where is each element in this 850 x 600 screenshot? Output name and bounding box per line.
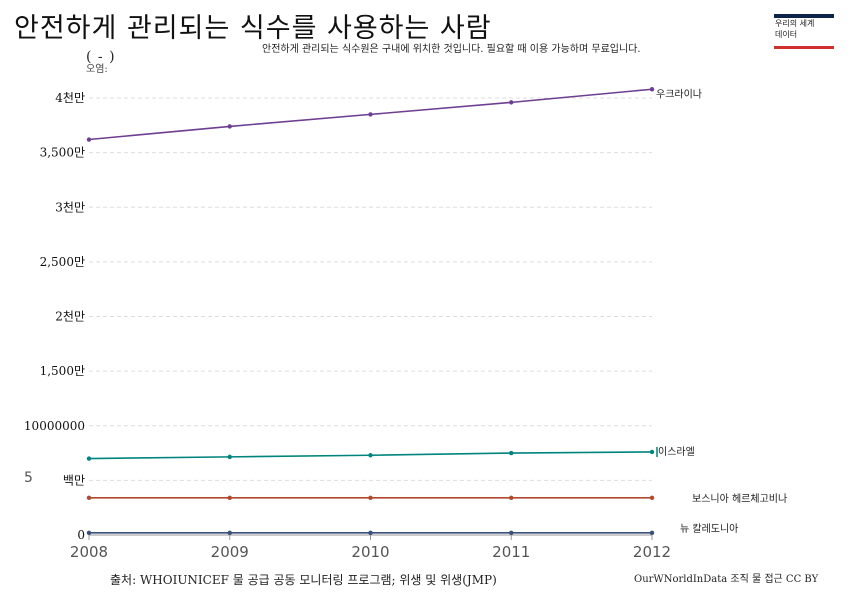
y-tick-label: 2,500만 — [40, 255, 85, 269]
obscured-text: ( - ) — [86, 49, 116, 65]
y-tick-label: 0 — [77, 528, 85, 542]
data-point — [86, 495, 92, 501]
x-axis-ticks: 2008 2009 2010 2011 2012 — [70, 535, 671, 561]
y-tick-label: 백만 — [63, 473, 85, 487]
license-link[interactable]: OurWNorldInData 조직 물 접근 CC BY — [634, 574, 819, 585]
x-tick-label: 2009 — [211, 543, 249, 561]
x-tick-label: 2012 — [633, 543, 671, 561]
data-point — [227, 454, 232, 460]
y-tick-label: 2천만 — [55, 309, 85, 324]
source-note: 출처: WHOIUNICEF 물 공급 공동 모니터링 프로그램; 위생 및 위… — [110, 573, 497, 587]
data-point — [227, 495, 232, 501]
data-point — [86, 456, 92, 461]
x-tick-label: 2010 — [351, 543, 389, 561]
series-label: 이스라엘 — [658, 445, 695, 458]
series-label: 우크라이나 — [656, 88, 702, 100]
data-point — [227, 124, 232, 129]
data-point — [227, 530, 232, 536]
data-point — [509, 100, 514, 105]
data-point — [509, 450, 514, 456]
chart-title: 안전하게 관리되는 식수를 사용하는 사람 — [14, 13, 492, 44]
data-point — [649, 449, 655, 455]
y-unit-label: 오염: — [86, 64, 108, 75]
stray-axis-text: 5 — [24, 470, 33, 486]
y-tick-label: 4천만 — [55, 90, 85, 105]
series-lines — [86, 87, 655, 536]
data-point — [649, 87, 655, 92]
y-tick-label: 3,500만 — [40, 146, 85, 160]
logo-line-2: 데이터 — [775, 30, 798, 39]
y-tick-label: 3천만 — [55, 199, 85, 214]
y-tick-label: 1,500만 — [40, 364, 85, 378]
series-label: 뉴 칼레도니아 — [680, 522, 738, 535]
data-point — [368, 530, 373, 536]
chart-subtitle: 안전하게 관리되는 식수원은 구내에 위치한 것입니다. 필요할 때 이용 가능… — [262, 44, 641, 55]
our-world-in-data-logo[interactable]: 우리의 세계 데이터 — [774, 14, 834, 49]
grid-lines — [89, 97, 652, 536]
y-axis-ticks: 0 백만 10000000 1,500만 2천만 2,500만 3천만 3,500만 4천만 — [24, 90, 85, 542]
data-point — [368, 112, 373, 117]
data-point — [649, 530, 655, 536]
data-point — [649, 495, 655, 501]
data-point — [509, 530, 514, 536]
logo-line-1: 우리의 세계 — [775, 19, 815, 28]
data-point — [368, 453, 373, 458]
data-point — [86, 137, 92, 142]
x-tick-label: 2011 — [492, 543, 530, 561]
series-label: 보스니아 헤르체고비나 — [692, 493, 787, 505]
data-point — [86, 530, 92, 536]
x-tick-label: 2008 — [70, 543, 108, 561]
data-point — [368, 495, 373, 501]
data-point — [509, 495, 514, 501]
y-tick-label: 10000000 — [24, 419, 85, 433]
